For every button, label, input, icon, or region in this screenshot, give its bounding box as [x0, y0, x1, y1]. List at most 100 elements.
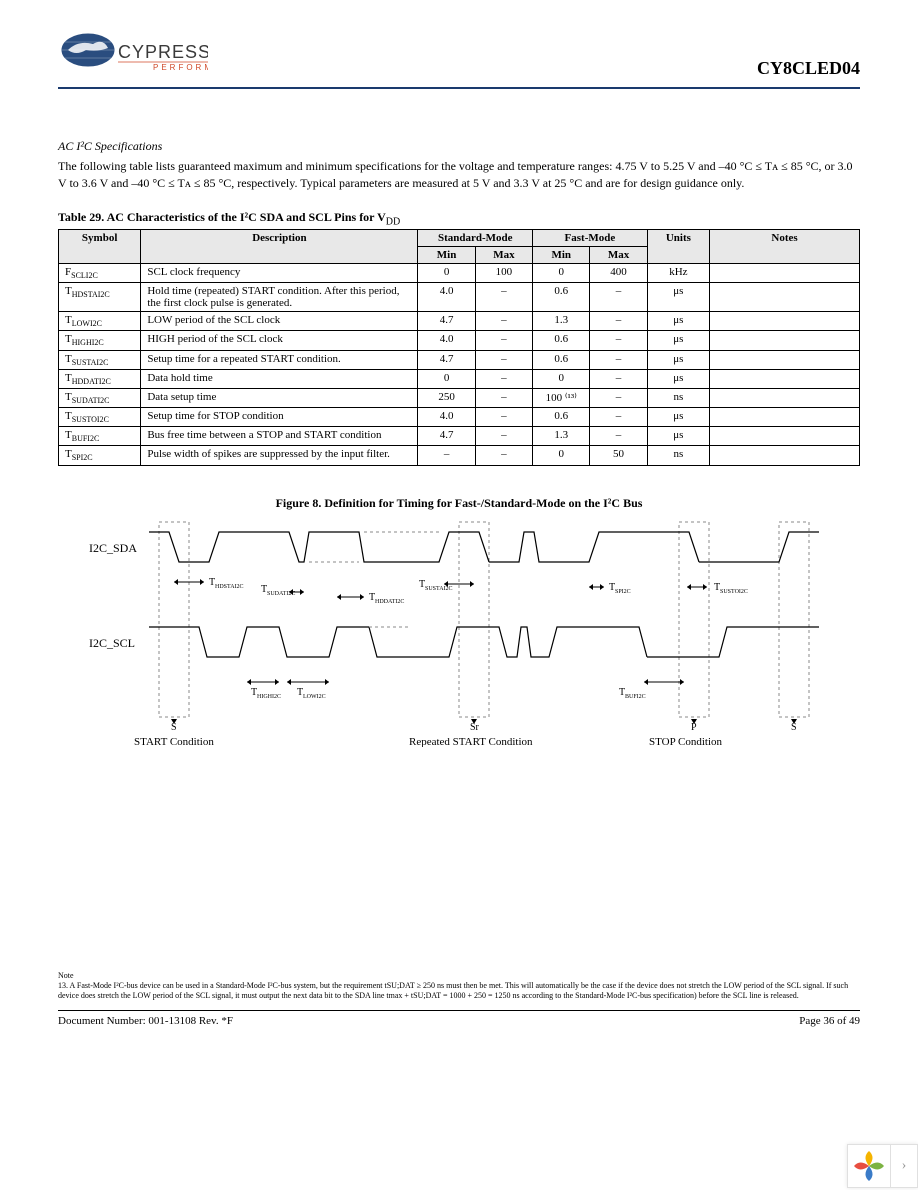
sda-label: I2C_SDA	[89, 541, 137, 555]
cell-fmax: –	[590, 369, 647, 388]
cell-desc: LOW period of the SCL clock	[141, 312, 418, 331]
cell-desc: Setup time for a repeated START conditio…	[141, 350, 418, 369]
part-number: CY8CLED04	[757, 58, 860, 79]
notes-text: 13. A Fast-Mode I²C-bus device can be us…	[58, 981, 860, 1002]
table-row: TSUDATI2CData setup time250–100 ⁽¹³⁾–ns	[59, 388, 860, 407]
cell-fmax: 400	[590, 263, 647, 282]
svg-text:SUDATI2C: SUDATI2C	[267, 591, 295, 597]
cell-fmin: 0.6	[533, 350, 590, 369]
cell-desc: Bus free time between a STOP and START c…	[141, 427, 418, 446]
cell-units: kHz	[647, 263, 709, 282]
subcol-fmin: Min	[533, 246, 590, 263]
svg-text:HDDATI2C: HDDATI2C	[375, 599, 404, 605]
cell-smax: 100	[475, 263, 532, 282]
cell-fmin: 0	[533, 446, 590, 465]
cell-smin: 4.7	[418, 312, 475, 331]
timing-diagram: I2C_SDA I2C_SCL THDSTAI2C TSUDATI2C THDD…	[79, 517, 839, 751]
col-fast: Fast-Mode	[533, 229, 648, 246]
brand-logo: CYPRESS PERFORM	[58, 30, 208, 85]
spec-table: Symbol Description Standard-Mode Fast-Mo…	[58, 229, 860, 466]
cell-symbol: THDSTAI2C	[59, 283, 141, 312]
cell-fmin: 0	[533, 263, 590, 282]
cell-smin: 4.0	[418, 331, 475, 350]
cell-notes	[710, 283, 860, 312]
cell-fmax: –	[590, 427, 647, 446]
svg-text:SUSTOI2C: SUSTOI2C	[720, 589, 748, 595]
brand-text: CYPRESS	[118, 42, 208, 62]
corner-widget[interactable]: ›	[847, 1144, 918, 1188]
rstart-cond-label: Repeated START Condition	[409, 736, 533, 747]
table-row: THIGHI2CHIGH period of the SCL clock4.0–…	[59, 331, 860, 350]
cell-units: μs	[647, 427, 709, 446]
cell-symbol: TSUDATI2C	[59, 388, 141, 407]
figure-caption: Figure 8. Definition for Timing for Fast…	[58, 496, 860, 511]
page-header: CYPRESS PERFORM CY8CLED04	[58, 30, 860, 89]
page-footer: Document Number: 001-13108 Rev. *F Page …	[58, 1010, 860, 1027]
cell-fmin: 0.6	[533, 331, 590, 350]
cell-smax: –	[475, 331, 532, 350]
cell-smax: –	[475, 312, 532, 331]
svg-text:BUFI2C: BUFI2C	[625, 694, 646, 700]
table-title: AC Characteristics of the I²C SDA and SC…	[107, 210, 386, 224]
table-row: THDDATI2CData hold time0–0–μs	[59, 369, 860, 388]
cell-fmin: 1.3	[533, 427, 590, 446]
cell-fmin: 0	[533, 369, 590, 388]
section-title: AC I²C Specifications	[58, 139, 860, 154]
cell-units: μs	[647, 350, 709, 369]
svg-text:HDSTAI2C: HDSTAI2C	[215, 584, 244, 590]
subcol-smax: Max	[475, 246, 532, 263]
cell-smax: –	[475, 427, 532, 446]
cell-smin: 0	[418, 369, 475, 388]
figure-number: Figure 8.	[276, 496, 325, 510]
table-row: THDSTAI2CHold time (repeated) START cond…	[59, 283, 860, 312]
cell-notes	[710, 331, 860, 350]
cell-units: μs	[647, 369, 709, 388]
cell-symbol: TBUFI2C	[59, 427, 141, 446]
cell-fmin: 0.6	[533, 408, 590, 427]
col-symbol: Symbol	[59, 229, 141, 263]
cell-symbol: TSUSTAI2C	[59, 350, 141, 369]
tagline-text: PERFORM	[153, 63, 208, 72]
table-caption: Table 29. AC Characteristics of the I²C …	[58, 210, 860, 227]
cell-notes	[710, 388, 860, 407]
cell-fmax: –	[590, 283, 647, 312]
table-row: TBUFI2CBus free time between a STOP and …	[59, 427, 860, 446]
svg-text:S: S	[791, 722, 797, 733]
cell-units: μs	[647, 312, 709, 331]
cell-notes	[710, 427, 860, 446]
cell-smax: –	[475, 369, 532, 388]
stop-cond-label: STOP Condition	[649, 736, 723, 747]
cell-smin: 250	[418, 388, 475, 407]
cell-notes	[710, 446, 860, 465]
cell-fmin: 0.6	[533, 283, 590, 312]
cell-fmin: 1.3	[533, 312, 590, 331]
cell-desc: SCL clock frequency	[141, 263, 418, 282]
cell-units: μs	[647, 408, 709, 427]
cell-desc: Pulse width of spikes are suppressed by …	[141, 446, 418, 465]
cell-fmax: –	[590, 408, 647, 427]
cell-units: ns	[647, 388, 709, 407]
cell-fmax: –	[590, 331, 647, 350]
svg-text:Sr: Sr	[470, 722, 480, 733]
col-description: Description	[141, 229, 418, 263]
page-number: Page 36 of 49	[799, 1015, 860, 1027]
svg-text:HIGHI2C: HIGHI2C	[257, 694, 281, 700]
cell-notes	[710, 369, 860, 388]
table-row: TSUSTOI2CSetup time for STOP condition4.…	[59, 408, 860, 427]
cell-smax: –	[475, 408, 532, 427]
notes-heading: Note	[58, 971, 860, 981]
cell-symbol: TSUSTOI2C	[59, 408, 141, 427]
cell-desc: Data setup time	[141, 388, 418, 407]
cell-symbol: TSPI2C	[59, 446, 141, 465]
svg-text:LOWI2C: LOWI2C	[303, 694, 326, 700]
cell-units: μs	[647, 331, 709, 350]
intro-paragraph: The following table lists guaranteed max…	[58, 158, 860, 192]
svg-text:S: S	[171, 722, 177, 733]
cell-smax: –	[475, 446, 532, 465]
cell-smax: –	[475, 350, 532, 369]
cell-units: μs	[647, 283, 709, 312]
cell-desc: Hold time (repeated) START condition. Af…	[141, 283, 418, 312]
chevron-right-icon[interactable]: ›	[890, 1145, 917, 1187]
cypress-logo-icon: CYPRESS PERFORM	[58, 30, 208, 85]
table-row: TLOWI2CLOW period of the SCL clock4.7–1.…	[59, 312, 860, 331]
